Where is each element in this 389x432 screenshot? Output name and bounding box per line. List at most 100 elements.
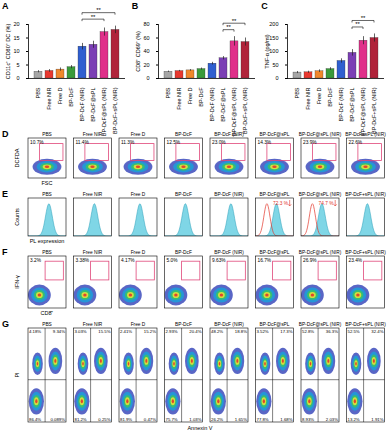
svg-text:BP-DcF: BP-DcF (175, 132, 192, 137)
svg-text:77.8%: 77.8% (257, 417, 269, 422)
svg-text:Free D: Free D (131, 132, 146, 137)
svg-text:BP-DcF (NIR): BP-DcF (NIR) (209, 87, 215, 121)
svg-text:1.68%: 1.68% (280, 417, 292, 422)
svg-text:BP-DcF@sPL: BP-DcF@sPL (260, 132, 290, 137)
svg-text:PBS: PBS (295, 87, 301, 98)
svg-text:PBS: PBS (42, 192, 52, 197)
svg-text:75.7%: 75.7% (166, 417, 178, 422)
svg-text:Free NIR: Free NIR (306, 87, 312, 109)
svg-text:Free NIR: Free NIR (176, 87, 182, 109)
svg-text:12.5%: 12.5% (167, 140, 181, 145)
svg-text:F: F (2, 247, 8, 257)
svg-text:23.4%: 23.4% (349, 258, 363, 263)
svg-text:**: ** (96, 7, 101, 13)
svg-text:1.65%: 1.65% (235, 417, 247, 422)
svg-text:22.6%: 22.6% (349, 140, 363, 145)
svg-text:0: 0 (146, 75, 149, 81)
svg-text:52.5%: 52.5% (348, 329, 360, 334)
svg-text:150: 150 (270, 35, 279, 41)
svg-text:9.34%: 9.34% (53, 329, 65, 334)
svg-text:BP-DcF: BP-DcF (328, 87, 334, 107)
svg-text:CD11c⁺ CD80⁺ DC (%): CD11c⁺ CD80⁺ DC (%) (5, 24, 11, 80)
svg-text:BP-DcF: BP-DcF (175, 322, 192, 327)
svg-text:BP-DcF@sPL (NIR): BP-DcF@sPL (NIR) (231, 87, 237, 136)
svg-text:BP-DcF (NIR): BP-DcF (NIR) (214, 192, 244, 197)
svg-text:0.25%: 0.25% (98, 417, 110, 422)
svg-text:BP-DcF+sPL (NIR): BP-DcF+sPL (NIR) (242, 87, 248, 134)
svg-text:Free D: Free D (57, 87, 63, 104)
svg-text:26.9%: 26.9% (303, 258, 317, 263)
svg-text:18.8%: 18.8% (235, 329, 247, 334)
svg-text:14.3%: 14.3% (258, 140, 272, 145)
svg-text:60: 60 (143, 35, 149, 41)
svg-text:BP-DcF: BP-DcF (198, 87, 204, 107)
svg-text:0.089%: 0.089% (50, 417, 65, 422)
svg-text:BP-DcF@sPL (NIR): BP-DcF@sPL (NIR) (299, 192, 342, 197)
svg-text:PBS: PBS (42, 132, 52, 137)
svg-text:1.91%: 1.91% (371, 417, 383, 422)
svg-text:Free NIR: Free NIR (83, 132, 103, 137)
svg-text:BP-DcF (NIR): BP-DcF (NIR) (214, 132, 244, 137)
svg-text:IFN-γ: IFN-γ (14, 275, 20, 289)
svg-text:11.4%: 11.4% (76, 140, 90, 145)
svg-text:BP-DcF@sPL (NIR): BP-DcF@sPL (NIR) (299, 322, 342, 327)
svg-text:**: ** (361, 15, 366, 21)
svg-text:BP-DcF@sPL: BP-DcF@sPL (260, 250, 290, 255)
svg-text:Free D: Free D (131, 250, 146, 255)
svg-text:9.63%: 9.63% (212, 258, 226, 263)
svg-text:BP-DcF: BP-DcF (175, 192, 192, 197)
svg-text:BP-DcF@sPL (NIR): BP-DcF@sPL (NIR) (361, 87, 367, 136)
svg-text:20: 20 (143, 62, 149, 68)
svg-text:Free D: Free D (317, 87, 323, 104)
svg-text:**: ** (231, 18, 236, 24)
svg-text:BP-DcF@sPL: BP-DcF@sPL (220, 88, 226, 122)
svg-text:48.2%: 48.2% (211, 329, 223, 334)
svg-text:BP-DcF (NIR): BP-DcF (NIR) (339, 87, 345, 121)
svg-text:0.47%: 0.47% (144, 417, 156, 422)
svg-text:4.18%: 4.18% (29, 329, 41, 334)
svg-text:BP-DcF@sPL: BP-DcF@sPL (260, 322, 290, 327)
svg-text:BP-DcF (NIR): BP-DcF (NIR) (214, 250, 244, 255)
svg-text:23.9%: 23.9% (303, 140, 317, 145)
svg-text:G: G (2, 319, 9, 329)
svg-text:Free NIR: Free NIR (46, 87, 52, 109)
svg-text:0: 0 (276, 75, 279, 81)
svg-text:200: 200 (270, 21, 279, 27)
svg-text:BP-DcF@sPL (NIR): BP-DcF@sPL (NIR) (299, 132, 342, 137)
svg-text:0: 0 (16, 75, 19, 81)
svg-text:20: 20 (13, 21, 19, 27)
svg-text:BP-DcF+sPL (NIR): BP-DcF+sPL (NIR) (372, 87, 378, 134)
svg-text:3.38%: 3.38% (76, 258, 90, 263)
svg-text:32.4%: 32.4% (371, 329, 383, 334)
svg-text:BP-DcF: BP-DcF (68, 87, 74, 107)
svg-text:13.2%: 13.2% (348, 417, 360, 422)
svg-text:2.93%: 2.93% (166, 329, 178, 334)
svg-text:CD8⁺: CD8⁺ (40, 310, 53, 316)
svg-text:BP-DcF+sPL (NIR): BP-DcF+sPL (NIR) (345, 322, 386, 327)
svg-text:**: ** (355, 21, 360, 27)
svg-text:Free D: Free D (131, 322, 146, 327)
svg-text:8.93%: 8.93% (302, 417, 314, 422)
svg-text:PL expression: PL expression (30, 238, 65, 244)
svg-text:PBS: PBS (35, 87, 41, 98)
svg-text:TNF-α (pg/ml): TNF-α (pg/ml) (265, 34, 271, 69)
svg-text:PI: PI (14, 372, 20, 378)
svg-text:D: D (2, 129, 9, 139)
svg-text:72.3 %: 72.3 % (273, 201, 289, 206)
svg-text:BP-DcF (NIR): BP-DcF (NIR) (214, 322, 244, 327)
svg-text:Counts: Counts (14, 208, 20, 226)
svg-text:BP-DcF+sPL (NIR): BP-DcF+sPL (NIR) (345, 192, 386, 197)
svg-text:PBS: PBS (42, 250, 52, 255)
svg-text:5.0%: 5.0% (167, 258, 179, 263)
svg-text:80: 80 (143, 21, 149, 27)
svg-text:10: 10 (13, 48, 19, 54)
svg-text:52.8%: 52.8% (302, 329, 314, 334)
svg-text:81.9%: 81.9% (120, 417, 132, 422)
svg-text:81.2%: 81.2% (75, 417, 87, 422)
svg-text:3.2%: 3.2% (30, 258, 42, 263)
svg-text:Free D: Free D (131, 192, 146, 197)
svg-text:4.17%: 4.17% (121, 258, 135, 263)
svg-text:BP-DcF: BP-DcF (175, 250, 192, 255)
svg-text:36.3%: 36.3% (326, 329, 338, 334)
svg-text:20.4%: 20.4% (189, 329, 201, 334)
